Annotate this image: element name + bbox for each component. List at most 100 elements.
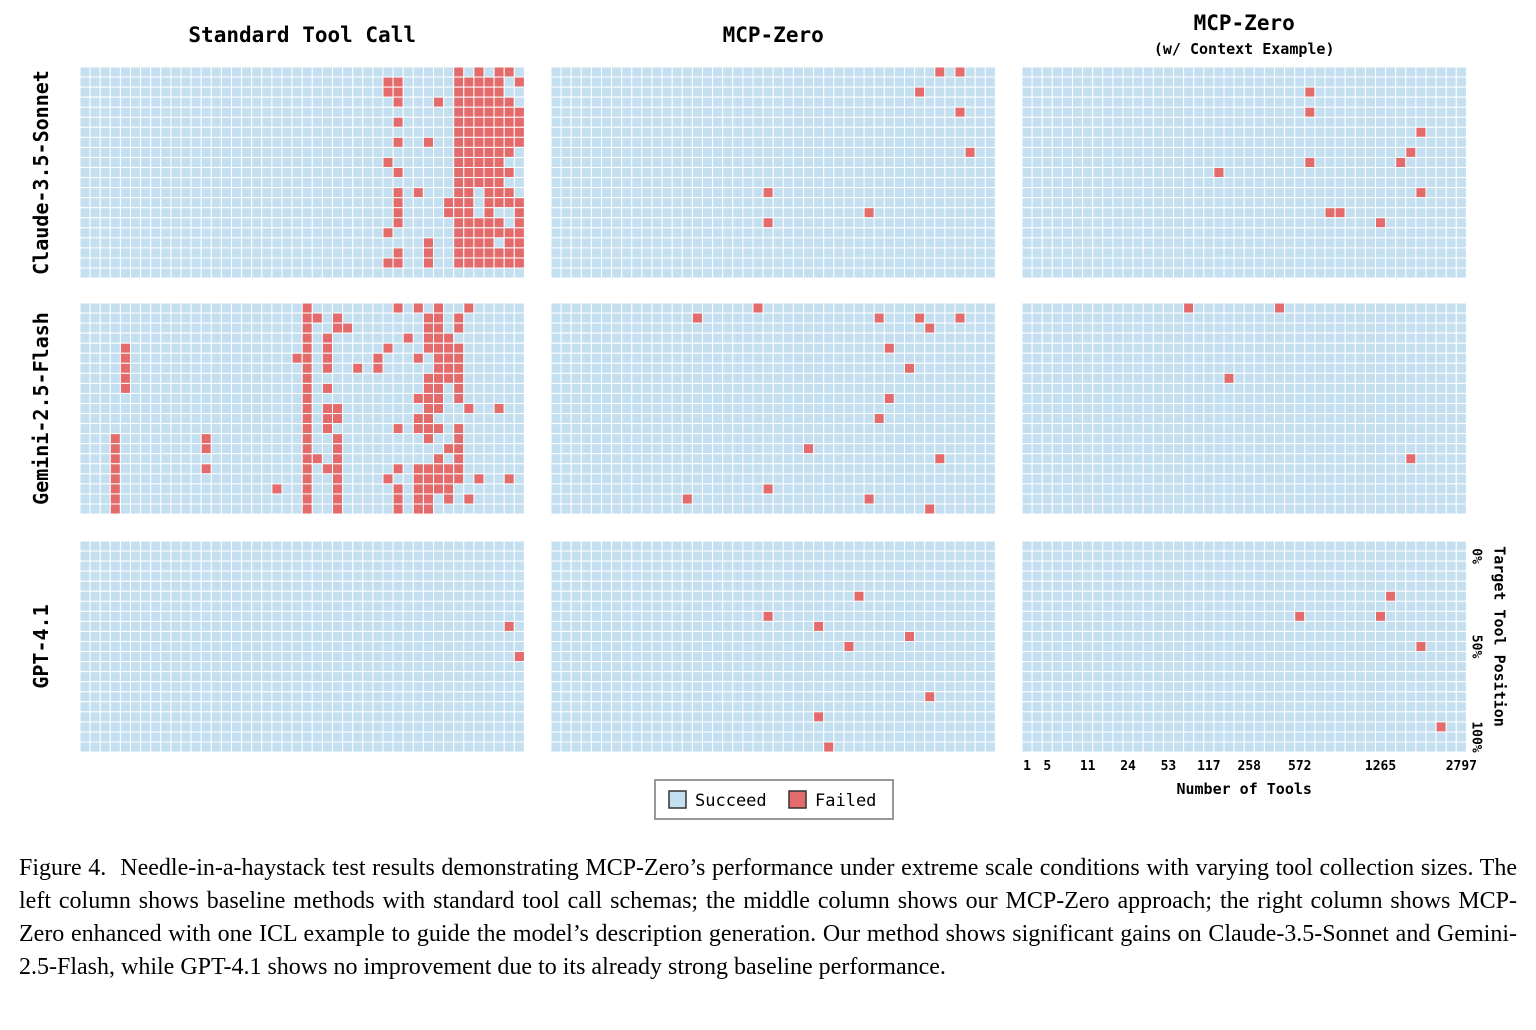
succeed-cell — [170, 66, 182, 78]
succeed-cell — [1203, 96, 1215, 108]
succeed-cell — [661, 463, 673, 475]
failed-cell — [392, 86, 404, 98]
heatmap-grid-svg: Standard Tool Call MCP-Zero MCP-Zero(w/ Co… — [29, 11, 1508, 820]
succeed-cell — [580, 493, 592, 505]
succeed-cell — [671, 362, 683, 374]
succeed-cell — [382, 96, 394, 108]
succeed-cell — [772, 503, 784, 515]
succeed-cell — [321, 116, 333, 128]
succeed-cell — [752, 96, 764, 108]
succeed-cell — [513, 187, 525, 199]
succeed-cell — [621, 503, 633, 515]
failed-cell — [1375, 217, 1387, 229]
succeed-cell — [934, 116, 946, 128]
succeed-cell — [503, 207, 515, 219]
succeed-cell — [843, 177, 855, 189]
succeed-cell — [281, 227, 293, 239]
succeed-cell — [1173, 177, 1185, 189]
succeed-cell — [1304, 247, 1316, 259]
succeed-cell — [954, 177, 966, 189]
succeed-cell — [241, 146, 253, 158]
succeed-cell — [873, 302, 885, 314]
succeed-cell — [1385, 247, 1397, 259]
succeed-cell — [722, 423, 734, 435]
succeed-cell — [1132, 146, 1144, 158]
succeed-cell — [1072, 352, 1084, 364]
succeed-cell — [974, 332, 986, 344]
succeed-cell — [702, 372, 714, 384]
succeed-cell — [261, 136, 273, 148]
succeed-cell — [843, 96, 855, 108]
succeed-cell — [1193, 156, 1205, 168]
succeed-cell — [1162, 302, 1175, 314]
succeed-cell — [140, 106, 152, 118]
succeed-cell — [170, 362, 182, 374]
succeed-cell — [904, 503, 916, 515]
succeed-cell — [702, 362, 714, 374]
succeed-cell — [601, 392, 613, 405]
succeed-cell — [1354, 237, 1366, 249]
succeed-cell — [974, 362, 986, 374]
succeed-cell — [372, 156, 384, 168]
succeed-cell — [732, 267, 744, 279]
succeed-cell — [271, 66, 283, 78]
succeed-cell — [190, 443, 202, 455]
failed-cell — [473, 247, 485, 259]
succeed-cell — [621, 352, 633, 364]
succeed-cell — [362, 187, 374, 199]
succeed-cell — [590, 267, 603, 279]
succeed-cell — [954, 167, 966, 179]
succeed-cell — [974, 322, 986, 334]
succeed-cell — [231, 413, 243, 425]
succeed-cell — [1354, 116, 1366, 128]
succeed-cell — [782, 493, 794, 505]
succeed-cell — [291, 392, 303, 405]
succeed-cell — [712, 217, 724, 229]
succeed-cell — [433, 267, 445, 279]
succeed-cell — [180, 403, 192, 415]
succeed-cell — [180, 76, 192, 88]
succeed-cell — [883, 483, 895, 495]
succeed-cell — [641, 237, 653, 249]
succeed-cell — [924, 126, 936, 138]
succeed-cell — [823, 227, 835, 239]
succeed-cell — [1122, 116, 1134, 128]
succeed-cell — [1213, 352, 1225, 364]
succeed-cell — [1082, 257, 1094, 269]
succeed-cell — [493, 493, 505, 505]
succeed-cell — [722, 382, 734, 394]
succeed-cell — [954, 413, 966, 425]
succeed-cell — [190, 247, 202, 259]
succeed-cell — [914, 322, 926, 334]
succeed-cell — [119, 217, 132, 229]
succeed-cell — [904, 207, 916, 219]
succeed-cell — [1031, 177, 1043, 189]
succeed-cell — [251, 463, 263, 475]
succeed-cell — [180, 322, 192, 334]
succeed-cell — [803, 352, 815, 364]
succeed-cell — [503, 483, 515, 495]
succeed-cell — [1092, 207, 1104, 219]
succeed-cell — [752, 392, 764, 405]
succeed-cell — [671, 237, 683, 249]
succeed-cell — [503, 463, 515, 475]
succeed-cell — [1112, 267, 1124, 279]
succeed-cell — [712, 126, 724, 138]
succeed-cell — [813, 207, 825, 219]
succeed-cell — [914, 197, 926, 209]
succeed-cell — [732, 86, 744, 98]
succeed-cell — [601, 227, 613, 239]
succeed-cell — [281, 207, 293, 219]
succeed-cell — [160, 116, 172, 128]
succeed-cell — [261, 483, 273, 495]
succeed-cell — [580, 503, 592, 515]
succeed-cell — [352, 156, 364, 168]
succeed-cell — [1364, 227, 1377, 239]
succeed-cell — [301, 267, 313, 279]
succeed-cell — [241, 362, 253, 374]
succeed-cell — [271, 126, 283, 138]
succeed-cell — [220, 392, 232, 405]
succeed-cell — [281, 66, 293, 78]
succeed-cell — [853, 322, 865, 334]
succeed-cell — [372, 473, 384, 485]
